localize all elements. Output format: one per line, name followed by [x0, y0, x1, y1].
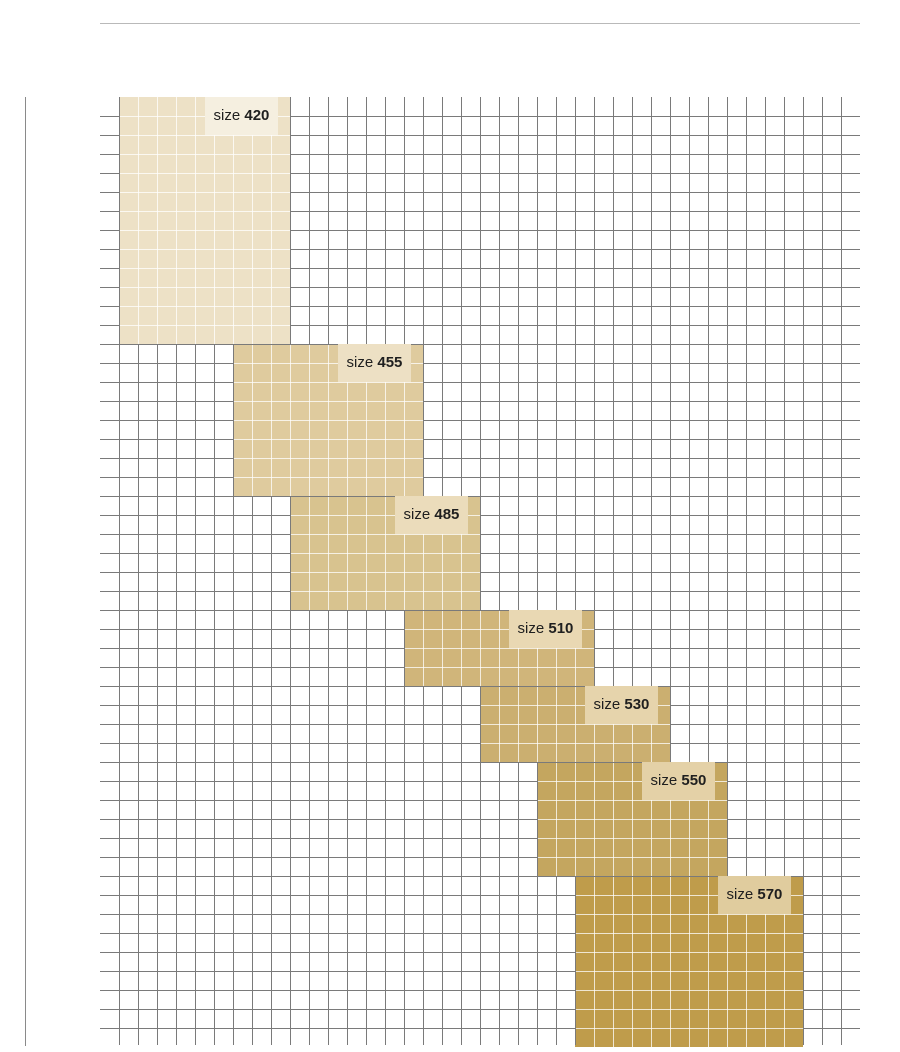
- size-label-570: size 570: [717, 876, 792, 914]
- size-label-value: 420: [244, 107, 270, 124]
- size-label-455: size 455: [337, 344, 412, 382]
- size-label-value: 550: [681, 772, 707, 789]
- size-label-485: size 485: [394, 496, 469, 534]
- size-block-570-inner-grid: [575, 876, 803, 1047]
- size-label-word: size: [403, 506, 431, 523]
- size-block-550-inner-grid: [537, 762, 727, 876]
- grid-lines: [100, 97, 860, 1045]
- left-rule: [25, 97, 26, 1046]
- size-label-word: size: [593, 696, 621, 713]
- size-label-word: size: [346, 354, 374, 371]
- size-block-420: [119, 97, 290, 344]
- size-label-value: 570: [757, 886, 783, 903]
- size-label-value: 530: [624, 696, 650, 713]
- size-label-510: size 510: [508, 610, 583, 648]
- size-label-value: 510: [548, 620, 574, 637]
- size-label-word: size: [650, 772, 678, 789]
- top-rule: [100, 23, 860, 24]
- size-label-value: 455: [377, 354, 403, 371]
- size-label-value: 485: [434, 506, 460, 523]
- size-label-word: size: [726, 886, 754, 903]
- size-label-word: size: [213, 107, 241, 124]
- size-label-420: size 420: [204, 97, 279, 135]
- size-label-530: size 530: [584, 686, 659, 724]
- size-label-550: size 550: [641, 762, 716, 800]
- size-label-word: size: [517, 620, 545, 637]
